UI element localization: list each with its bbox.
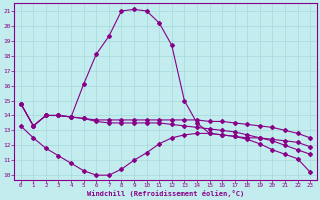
X-axis label: Windchill (Refroidissement éolien,°C): Windchill (Refroidissement éolien,°C) [87, 190, 244, 197]
